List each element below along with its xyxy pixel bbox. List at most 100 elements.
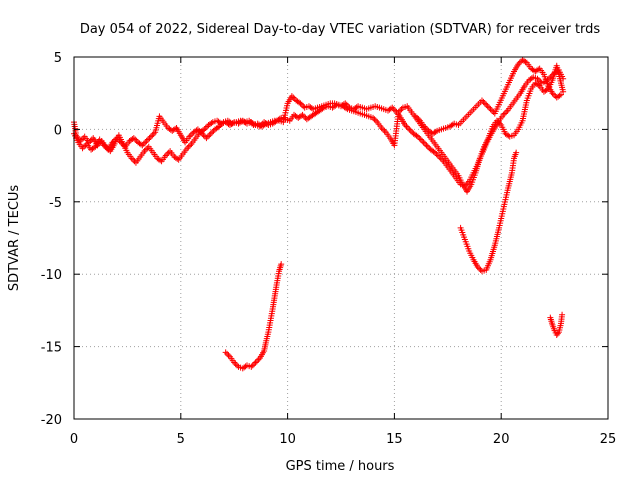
series-upper-spikes [412,56,565,137]
data-point [78,136,85,143]
data-point [251,360,258,367]
data-point [222,349,229,356]
data-point [224,350,231,357]
data-point [483,101,490,108]
data-point [255,356,262,363]
data-point [431,149,438,156]
data-point [87,137,94,144]
x-tick-label: 20 [493,432,510,447]
series-low-segment-b [457,149,520,275]
y-tick-label: -5 [49,196,62,211]
data-point [420,139,427,146]
data-point [128,155,135,162]
data-point [209,129,216,136]
series-secondary-band [71,62,567,195]
data-point [278,261,285,268]
data-point [535,81,542,88]
data-point [299,111,306,118]
data-point [477,266,484,273]
data-point [231,359,238,366]
data-point [433,151,440,158]
data-point [474,263,481,270]
data-point [147,133,154,140]
data-point [550,91,557,98]
data-point [487,106,494,113]
y-tick-label: -20 [41,413,62,428]
data-point [201,126,208,133]
y-tick-label: -10 [41,268,62,283]
data-point [248,363,255,370]
data-point [115,136,122,143]
x-tick-label: 25 [600,432,617,447]
data-point [381,127,388,134]
data-point [486,104,493,111]
data-point [476,265,483,272]
data-point [206,132,213,139]
data-point [404,124,411,131]
data-point [146,135,153,142]
data-point [414,133,421,140]
data-point [249,120,255,127]
data-point [415,116,422,123]
data-point [219,120,226,127]
data-point [216,123,223,130]
data-point [423,142,430,149]
data-point [422,124,429,131]
data-point [372,117,379,124]
data-point [300,113,307,120]
series-low-segment-c [547,311,566,339]
data-point [515,61,522,68]
y-tick-label: -15 [41,341,62,356]
data-point [556,92,563,99]
data-point [110,137,117,144]
data-point [186,133,193,140]
x-tick-label: 15 [386,432,403,447]
data-point [484,103,491,110]
data-point [395,109,402,116]
data-point [421,123,428,130]
data-points [71,56,567,372]
data-point [412,113,419,120]
data-point [370,114,377,121]
data-point [403,123,410,130]
data-point [402,122,409,129]
data-point [162,152,169,159]
data-point [495,119,502,126]
data-point [298,101,305,108]
y-tick-label: 0 [54,123,62,138]
data-point [342,105,349,112]
data-point [252,359,259,366]
data-point [143,137,150,144]
data-point [434,152,441,159]
data-point [207,130,214,137]
data-point [217,122,224,129]
data-point [202,124,209,131]
data-point [464,179,471,186]
data-point [522,58,529,65]
data-point [513,149,520,156]
data-point [149,132,156,139]
data-point [116,137,123,144]
data-point [481,100,488,107]
data-point [117,139,124,146]
data-point [232,360,239,367]
data-point [496,120,503,127]
x-tick-label: 10 [279,432,296,447]
data-point [406,126,413,133]
data-point [253,358,260,365]
plot-grid [74,57,608,419]
data-point [478,97,485,104]
data-point [300,103,307,110]
data-point [187,142,194,149]
data-point [246,117,253,124]
data-point [424,143,431,150]
data-point [500,111,507,118]
data-point [549,90,556,97]
data-point [414,114,421,121]
data-point [371,116,378,123]
y-tick-label: 5 [54,51,62,66]
data-point [501,110,508,117]
data-point [249,362,256,369]
plot-frame [73,56,609,420]
data-point [200,132,207,139]
